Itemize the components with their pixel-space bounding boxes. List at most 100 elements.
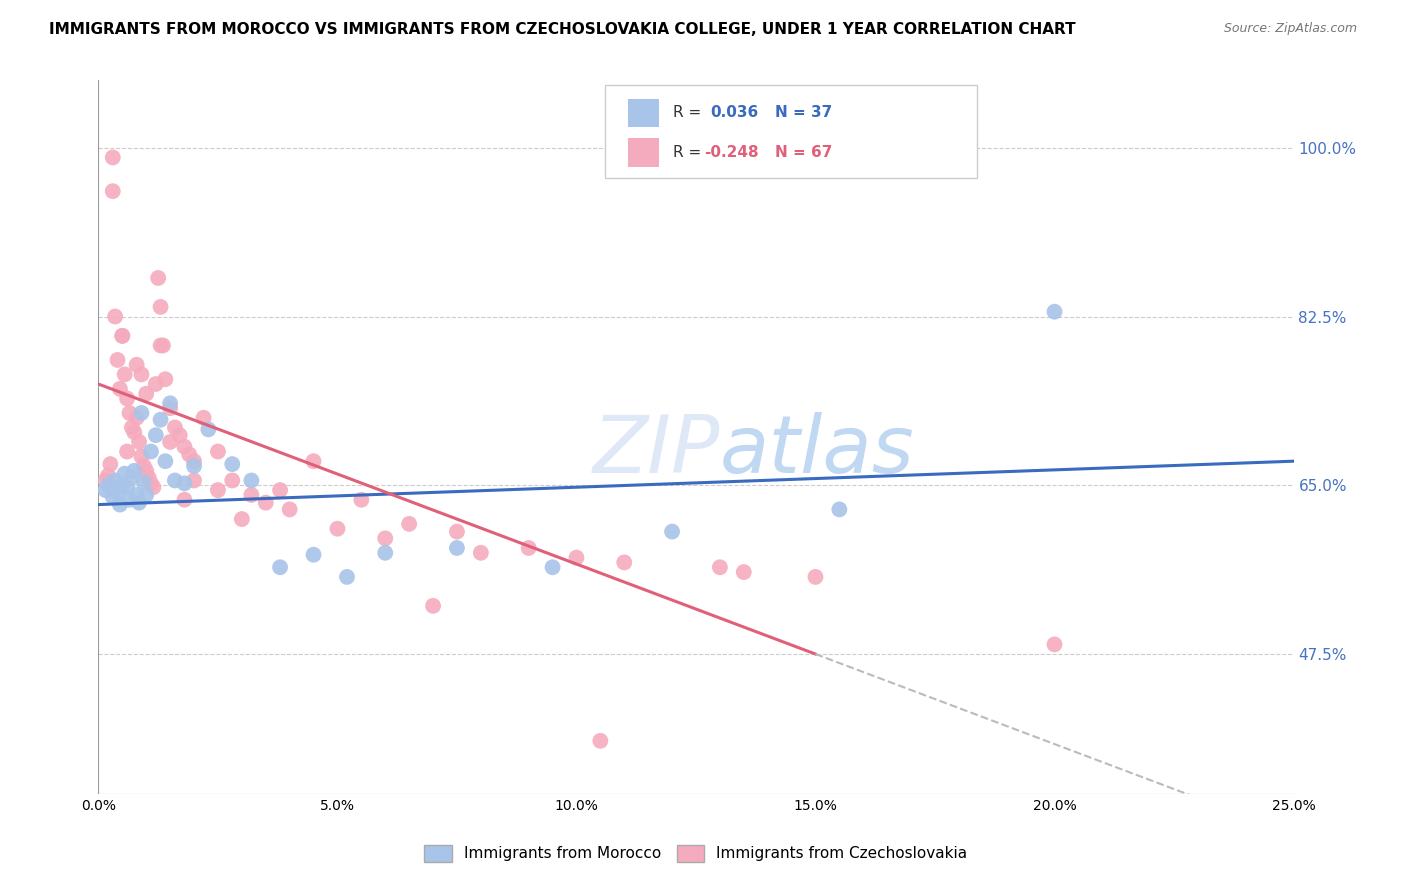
Point xyxy=(104,310,127,324)
Point xyxy=(97,468,120,483)
Point xyxy=(326,522,349,536)
Text: IMMIGRANTS FROM MOROCCO VS IMMIGRANTS FROM CZECHOSLOVAKIA COLLEGE, UNDER 1 YEAR : IMMIGRANTS FROM MOROCCO VS IMMIGRANTS FR… xyxy=(49,22,1076,37)
Point xyxy=(111,328,134,343)
Point xyxy=(517,541,540,555)
Point xyxy=(135,464,157,478)
Point xyxy=(221,474,243,488)
Point xyxy=(132,458,155,473)
Point xyxy=(422,599,444,613)
Text: R =: R = xyxy=(673,105,711,120)
Point xyxy=(98,457,122,471)
Point xyxy=(101,490,124,504)
Point xyxy=(142,480,165,494)
Point xyxy=(145,428,167,442)
Text: 0.036: 0.036 xyxy=(710,105,758,120)
Point xyxy=(240,488,263,502)
Point xyxy=(269,560,291,574)
Point xyxy=(207,444,229,458)
Point xyxy=(446,541,468,555)
Point xyxy=(183,454,205,468)
Point xyxy=(155,372,177,386)
Point xyxy=(108,382,131,396)
Point xyxy=(804,570,827,584)
Y-axis label: College, Under 1 year: College, Under 1 year xyxy=(0,353,7,521)
Point xyxy=(613,556,636,570)
Point xyxy=(94,483,117,497)
Point xyxy=(278,502,301,516)
Point xyxy=(118,406,141,420)
Text: ZIP: ZIP xyxy=(592,412,720,491)
Point xyxy=(302,454,325,468)
Point xyxy=(139,476,162,491)
Point xyxy=(114,368,136,382)
Point xyxy=(446,524,468,539)
Point xyxy=(101,150,124,164)
Point xyxy=(163,474,186,488)
Point xyxy=(163,420,186,434)
Point xyxy=(101,184,124,198)
Point xyxy=(152,338,174,352)
Point xyxy=(115,480,138,494)
Point xyxy=(541,560,564,574)
Point xyxy=(240,474,263,488)
Point xyxy=(107,486,129,500)
Point xyxy=(145,377,167,392)
Point xyxy=(709,560,731,574)
Point xyxy=(207,483,229,497)
Point xyxy=(221,457,243,471)
Point xyxy=(128,434,150,449)
Point xyxy=(828,502,851,516)
Point xyxy=(121,420,143,434)
Text: atlas: atlas xyxy=(720,412,915,491)
Text: -0.248: -0.248 xyxy=(704,145,759,161)
Point xyxy=(231,512,253,526)
Point xyxy=(661,524,683,539)
Point xyxy=(149,300,172,314)
Point xyxy=(159,396,181,410)
Point xyxy=(149,338,172,352)
Text: N = 67: N = 67 xyxy=(775,145,832,161)
Point xyxy=(1043,304,1066,318)
Point xyxy=(131,406,153,420)
Point xyxy=(336,570,359,584)
Text: R =: R = xyxy=(673,145,707,161)
Point xyxy=(197,422,219,436)
Point xyxy=(118,492,141,507)
Point xyxy=(135,488,157,502)
Point xyxy=(131,368,153,382)
Point xyxy=(97,478,120,492)
Point xyxy=(104,474,127,488)
Point xyxy=(107,353,129,368)
Point xyxy=(159,401,181,416)
Point xyxy=(108,498,131,512)
Point xyxy=(94,474,117,488)
Point xyxy=(398,516,420,531)
Point xyxy=(269,483,291,497)
Point xyxy=(173,440,195,454)
Point xyxy=(121,470,143,484)
Point xyxy=(114,467,136,481)
Point xyxy=(124,464,146,478)
Point xyxy=(148,271,170,285)
Point xyxy=(125,488,148,502)
Point xyxy=(179,447,201,461)
Point xyxy=(169,428,191,442)
Point xyxy=(125,358,148,372)
Point xyxy=(115,444,138,458)
Text: N = 37: N = 37 xyxy=(775,105,832,120)
Point xyxy=(173,476,195,491)
Point xyxy=(254,496,277,510)
Point xyxy=(1043,637,1066,651)
Point xyxy=(374,546,396,560)
Point xyxy=(374,532,396,546)
Point xyxy=(138,470,160,484)
Point xyxy=(128,496,150,510)
Point xyxy=(131,450,153,464)
Point xyxy=(159,434,181,449)
Point xyxy=(350,492,373,507)
Point xyxy=(155,454,177,468)
Point xyxy=(125,410,148,425)
Point xyxy=(149,413,172,427)
Point xyxy=(111,328,134,343)
Point xyxy=(470,546,492,560)
